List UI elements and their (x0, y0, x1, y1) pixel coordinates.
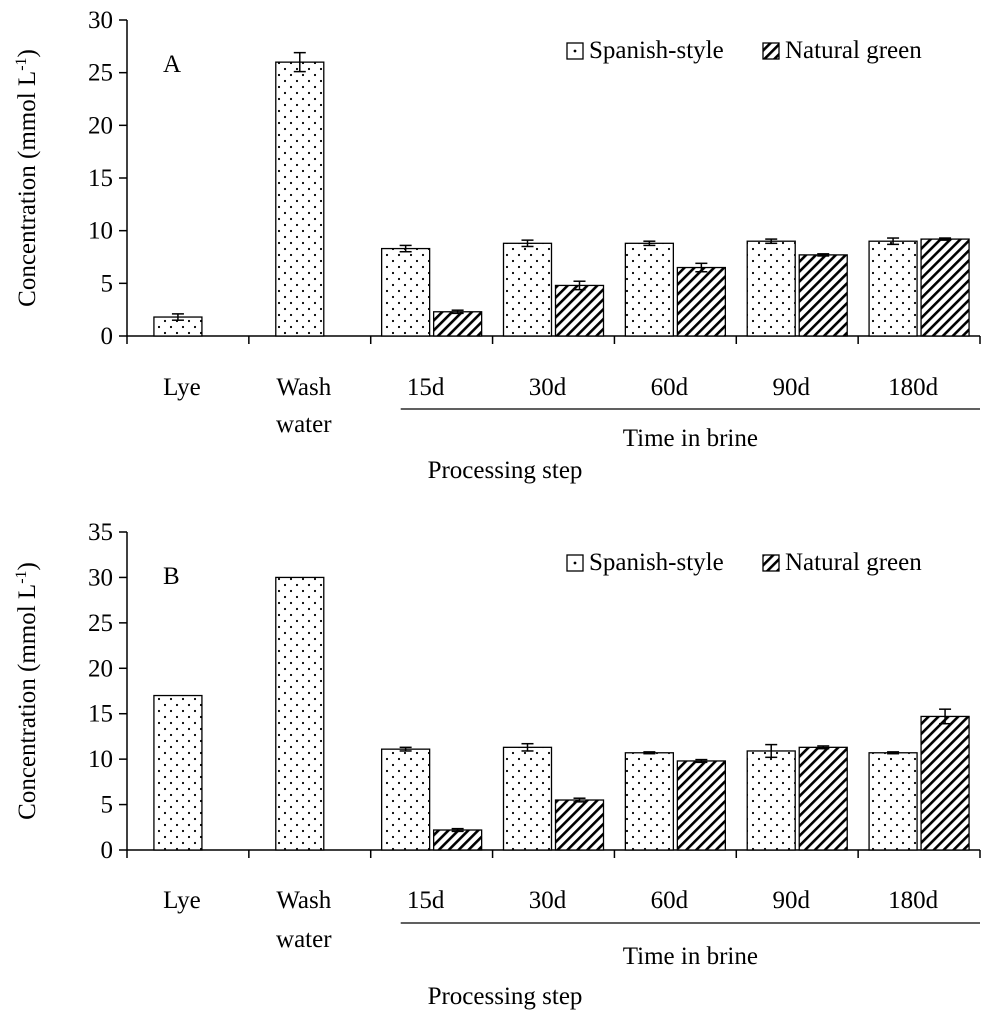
x-axis-title: Processing step (428, 983, 583, 1010)
x-category-label: 15d (407, 374, 445, 401)
x-category-label: Wash (276, 374, 331, 401)
y-axis-title: Concentration (mmol L-1) (13, 562, 41, 820)
legend-swatch-hatch (762, 554, 780, 572)
x-category-label: 60d (651, 887, 689, 914)
legend-swatch-dot (573, 561, 577, 565)
y-axis-title-superscript: -1 (13, 57, 30, 70)
x-category-label: 180d (888, 887, 939, 914)
x-category-label: 180d (888, 374, 939, 401)
y-tick-label: 25 (88, 610, 113, 637)
legend-label: Natural green (785, 549, 922, 576)
y-axis-title-close: ) (14, 49, 41, 57)
x-category-label: Lye (163, 887, 201, 914)
y-tick-label: 0 (101, 837, 114, 864)
x-category-label: 30d (529, 887, 567, 914)
bar-dots-2 (380, 247, 431, 337)
x-category-label: Lye (163, 374, 201, 401)
legend-label: Spanish-style (589, 37, 724, 64)
bar-hatch-2 (432, 311, 483, 337)
y-tick-label: 35 (88, 519, 113, 546)
y-axis-title: Concentration (mmol L-1) (13, 49, 41, 307)
chart-panel-a: 0 5 10 15 20 25 30 Lye Wash water 15d 30d 60d 90d 180d… (13, 7, 981, 484)
bar-dots-4 (624, 242, 675, 337)
y-axis-title-close: ) (14, 562, 41, 570)
legend-label: Natural green (785, 37, 922, 64)
y-tick-label: 0 (101, 323, 114, 350)
x-category-label: 15d (407, 887, 445, 914)
bar-hatch-5 (798, 254, 848, 337)
y-tick-label: 30 (88, 7, 113, 34)
y-tick-label: 30 (88, 564, 113, 591)
bar-hatch-3 (554, 284, 605, 337)
group-label: Time in brine (623, 943, 758, 970)
x-category-label: Wash (276, 887, 331, 914)
x-category-label-line2: water (276, 411, 332, 438)
bar-dots-6 (868, 752, 918, 851)
legend-swatch-dot (573, 49, 577, 53)
y-tick-label: 10 (88, 218, 113, 245)
y-tick-label: 10 (88, 746, 113, 773)
x-category-label: 30d (529, 374, 567, 401)
y-axis-title-superscript: -1 (13, 570, 30, 583)
bar-dots-5 (746, 240, 796, 337)
y-tick-label: 15 (88, 701, 113, 728)
bar-dots-4 (624, 752, 675, 851)
bar-hatch-5 (798, 746, 848, 851)
bar-dots-5 (746, 750, 796, 851)
bar-dots-0 (153, 694, 203, 851)
x-category-label: 90d (772, 374, 810, 401)
bar-dots-1 (275, 61, 325, 337)
y-tick-label: 20 (88, 655, 113, 682)
y-tick-label: 5 (101, 270, 114, 297)
bar-hatch-6 (920, 238, 970, 337)
bar-dots-1 (275, 576, 325, 851)
x-axis-title: Processing step (428, 457, 583, 484)
y-tick-label: 15 (88, 165, 113, 192)
y-tick-label: 5 (101, 792, 114, 819)
legend-swatch-hatch (762, 42, 780, 60)
bar-hatch-4 (676, 760, 727, 851)
bar-hatch-6 (920, 715, 970, 851)
y-tick-label: 25 (88, 60, 113, 87)
panel-label: B (163, 563, 180, 590)
chart-panel-b: 0 5 10 15 20 25 30 35 Lye Wash water 15d 30d 60d 90d 18… (13, 519, 981, 1010)
x-category-label: 60d (651, 374, 689, 401)
y-tick-label: 20 (88, 112, 113, 139)
bar-dots-2 (380, 748, 431, 851)
bar-hatch-2 (432, 829, 483, 851)
legend-label: Spanish-style (589, 549, 724, 576)
bar-dots-3 (502, 242, 553, 337)
bar-dots-6 (868, 240, 918, 337)
y-axis-title-main: Concentration (mmol L (14, 584, 41, 820)
bar-hatch-4 (676, 266, 727, 337)
x-category-label: 90d (772, 887, 810, 914)
group-label: Time in brine (623, 425, 758, 452)
x-category-label-line2: water (276, 926, 332, 953)
bar-dots-3 (502, 746, 553, 851)
bar-hatch-3 (554, 799, 605, 851)
y-axis-title-main: Concentration (mmol L (14, 71, 41, 307)
panel-label: A (163, 51, 181, 78)
